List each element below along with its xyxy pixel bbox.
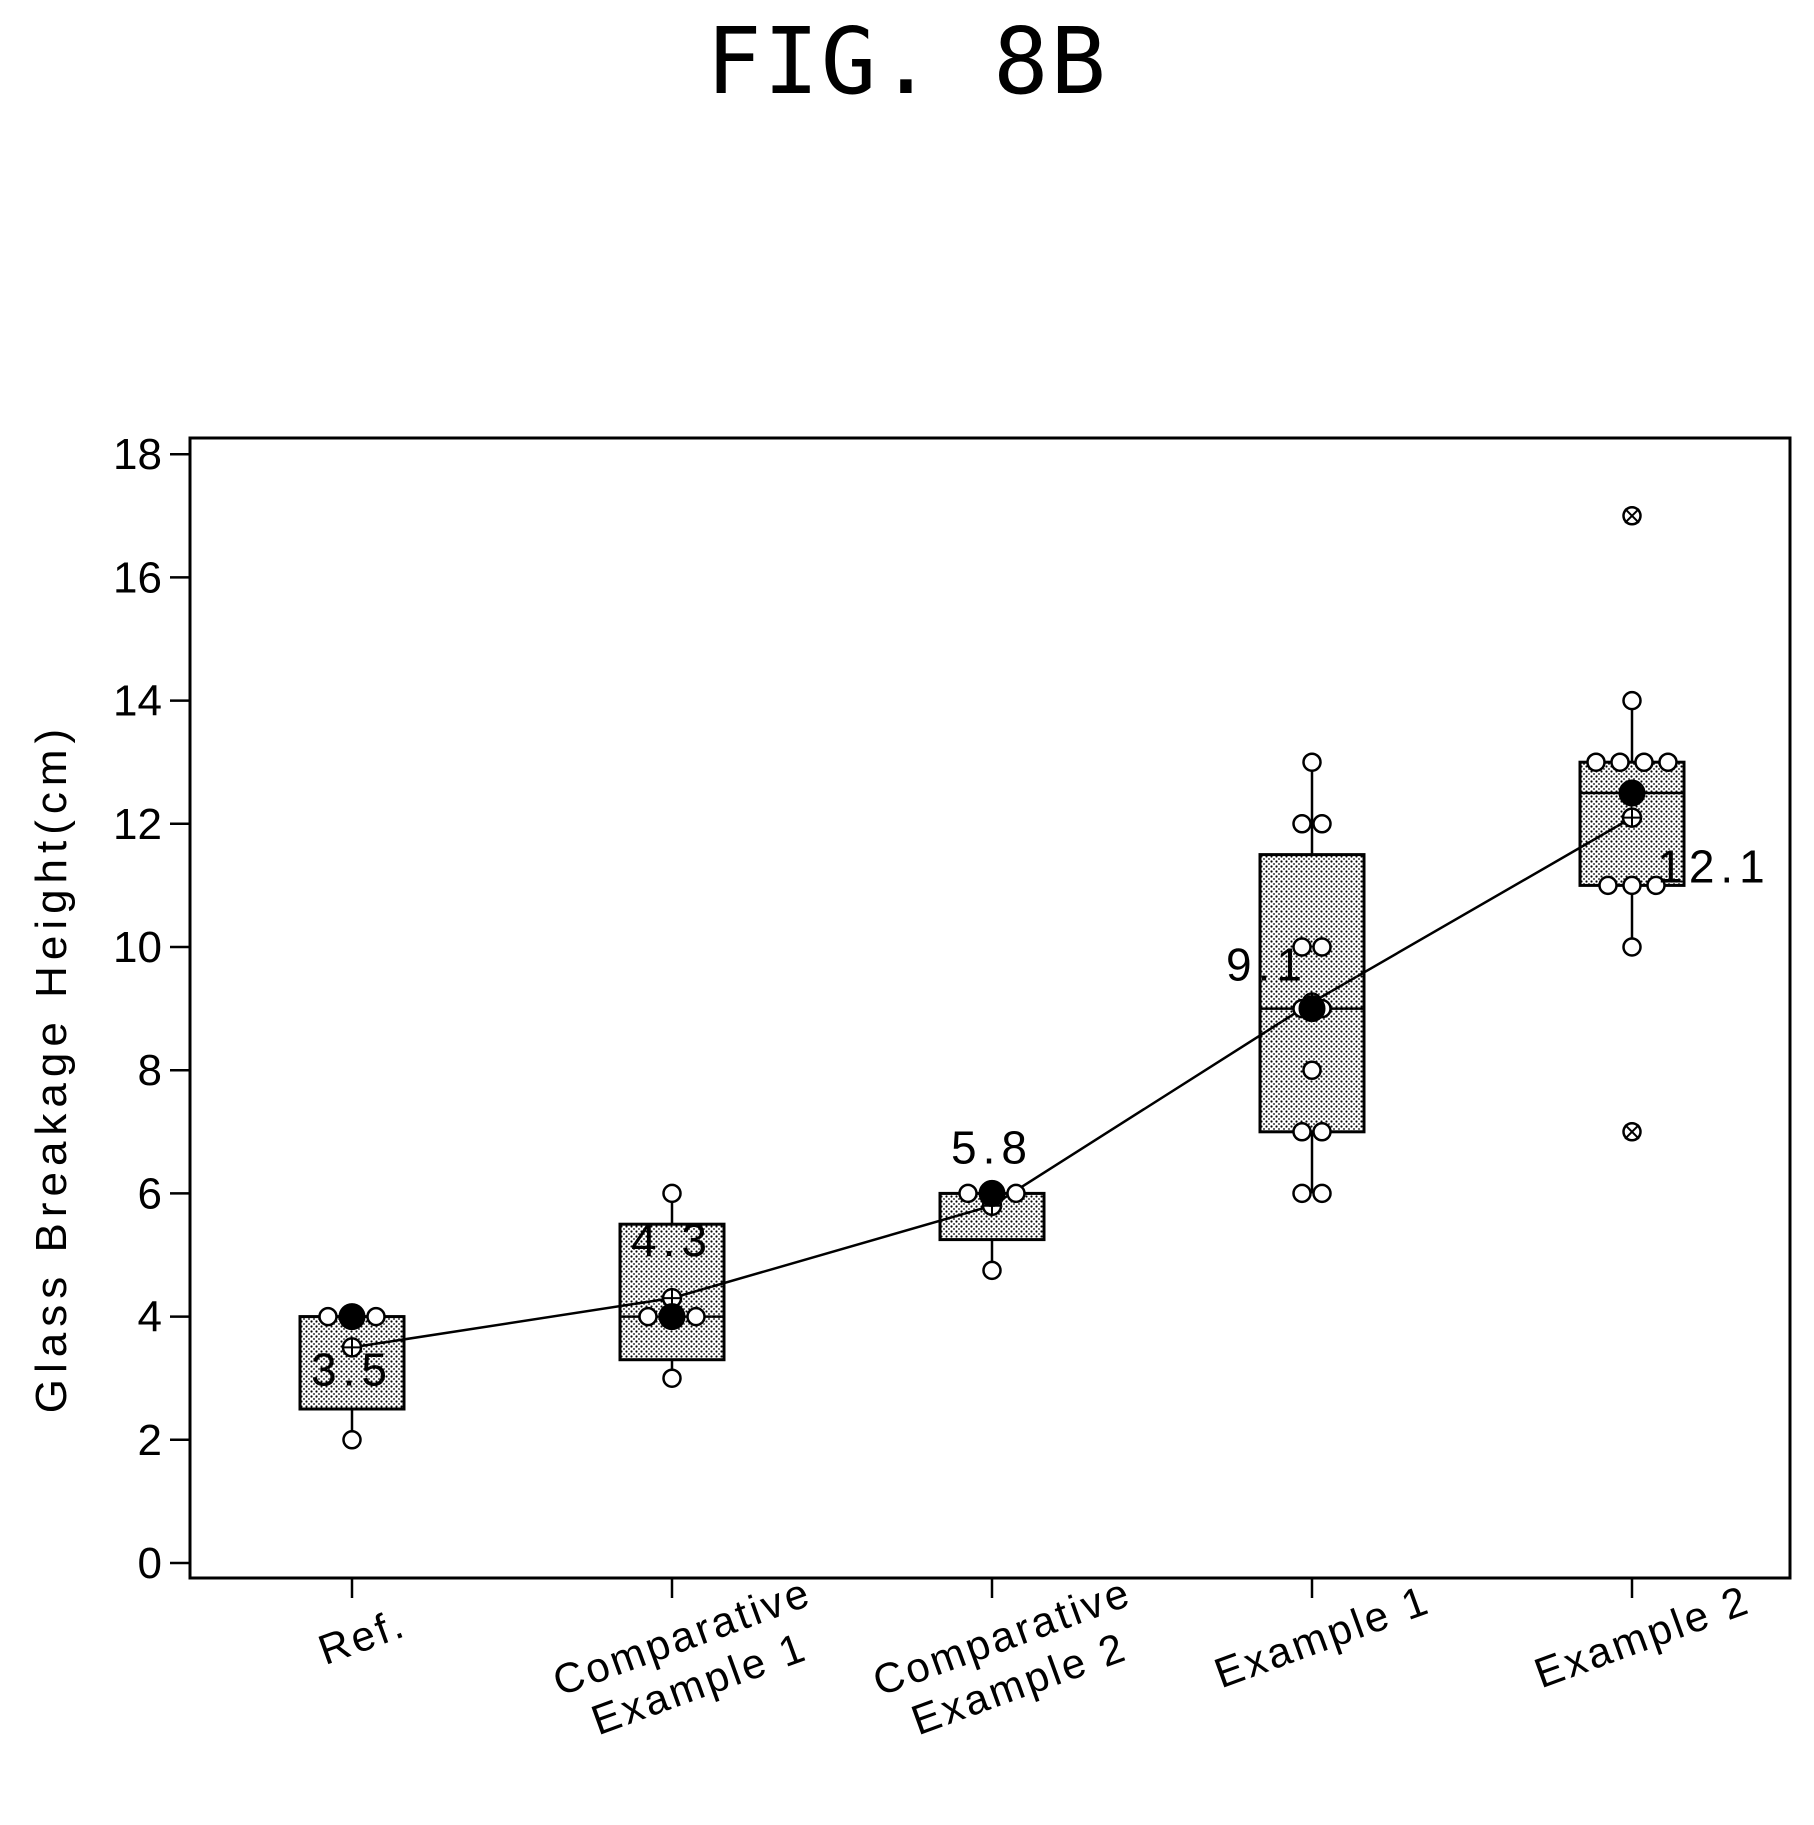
data-point xyxy=(318,1306,338,1327)
x-tick-label: Ref. xyxy=(312,1599,412,1674)
data-point xyxy=(1292,814,1312,834)
mean-value-label: 5.8 xyxy=(951,1122,1033,1174)
filled-point xyxy=(1298,995,1326,1023)
data-point xyxy=(366,1306,386,1327)
data-point xyxy=(1312,1122,1332,1142)
y-tick-label: 14 xyxy=(113,677,162,726)
x-tick-label: Example 2 xyxy=(1528,1576,1756,1697)
data-point xyxy=(1634,752,1654,772)
y-tick-label: 18 xyxy=(113,430,162,479)
data-point xyxy=(662,1183,682,1204)
data-point xyxy=(1292,1122,1312,1142)
x-tick-label: Example 1 xyxy=(1208,1576,1436,1697)
data-point xyxy=(342,1430,362,1450)
y-tick-label: 10 xyxy=(113,923,162,972)
data-point xyxy=(1658,752,1678,772)
data-point xyxy=(638,1306,658,1327)
y-tick-label: 8 xyxy=(138,1046,162,1095)
outlier-cross xyxy=(1624,1124,1640,1140)
data-point xyxy=(1610,752,1630,772)
data-point xyxy=(1312,814,1332,834)
data-point xyxy=(1006,1183,1026,1204)
y-axis-label: Glass Breakage Height(cm) xyxy=(27,723,76,1413)
mean-value-label: 3.5 xyxy=(311,1343,393,1395)
filled-point xyxy=(1618,779,1646,807)
data-point xyxy=(1292,937,1312,957)
mean-value-label: 12.1 xyxy=(1657,841,1771,893)
data-point xyxy=(1622,937,1642,957)
data-point xyxy=(982,1260,1002,1281)
filled-point xyxy=(658,1303,686,1331)
data-point xyxy=(1598,875,1618,896)
x-tick-label-group: Example 2 xyxy=(1528,1576,1756,1697)
filled-point xyxy=(978,1179,1006,1207)
data-point xyxy=(1646,875,1666,896)
y-tick-label: 0 xyxy=(138,1539,162,1588)
y-tick-label: 16 xyxy=(113,553,162,602)
data-point xyxy=(662,1368,682,1388)
data-point xyxy=(958,1183,978,1204)
plot-frame xyxy=(188,436,1792,1580)
y-tick-label: 2 xyxy=(138,1416,162,1465)
data-point xyxy=(1312,937,1332,957)
x-tick-label-group: Example 1 xyxy=(1208,1576,1436,1697)
data-point xyxy=(686,1306,706,1327)
data-point xyxy=(1622,875,1642,896)
data-point xyxy=(1302,752,1322,772)
mean-value-label: 9.1 xyxy=(1226,938,1308,990)
data-point xyxy=(1292,1183,1312,1204)
mean-value-label: 4.3 xyxy=(631,1214,713,1266)
data-point xyxy=(1586,752,1606,772)
figure-title: FIG. 8B xyxy=(706,8,1108,115)
y-tick-label: 6 xyxy=(138,1169,162,1218)
filled-point xyxy=(338,1303,366,1331)
y-tick-label: 4 xyxy=(138,1293,162,1342)
y-tick-label: 12 xyxy=(113,800,162,849)
data-point xyxy=(1622,690,1642,711)
data-point xyxy=(1312,1183,1332,1204)
x-tick-label-group: Ref. xyxy=(312,1599,412,1674)
outlier-cross xyxy=(1624,508,1640,524)
data-point xyxy=(1302,1060,1322,1080)
